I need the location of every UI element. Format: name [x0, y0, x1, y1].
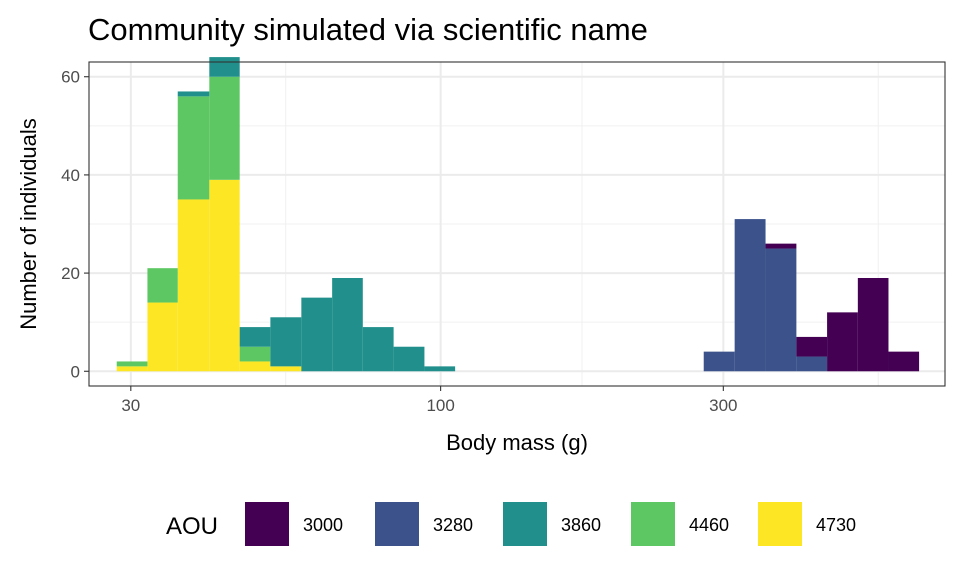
bar-aou-3860 [209, 57, 240, 77]
bar-aou-4460 [209, 76, 240, 180]
bar-aou-4730 [116, 366, 148, 372]
bar-aou-4730 [209, 179, 240, 372]
bar-aou-4460 [239, 346, 271, 362]
bar-aou-3860 [270, 317, 302, 367]
bar-aou-4460 [177, 96, 210, 200]
bar-aou-4730 [239, 361, 271, 372]
bar-aou-3280 [703, 351, 735, 372]
bar-aou-3860 [239, 327, 271, 347]
bar-aou-3860 [424, 366, 456, 372]
bar-aou-3860 [362, 327, 394, 372]
plot-border [88, 61, 946, 387]
legend-label: 4460 [689, 515, 729, 535]
y-tick-label: 60 [61, 68, 80, 87]
legend-label: 3000 [303, 515, 343, 535]
x-axis-title: Body mass (g) [446, 430, 588, 455]
bar-aou-3860 [301, 297, 333, 372]
y-tick-label: 20 [61, 264, 80, 283]
bar-aou-3280 [796, 356, 828, 372]
legend-key-3000 [245, 502, 289, 546]
x-tick-label: 30 [121, 396, 140, 415]
legend-label: 3280 [433, 515, 473, 535]
legend-label: 4730 [816, 515, 856, 535]
legend-title: AOU [166, 513, 218, 540]
legend-key-4460 [631, 502, 675, 546]
bar-aou-3000 [765, 243, 797, 249]
legend-label: 3860 [561, 515, 601, 535]
bar-aou-4730 [270, 366, 302, 372]
bar-aou-3860 [177, 91, 210, 97]
y-ticks: 0 20 40 60 [61, 68, 89, 381]
legend-key-3280 [375, 502, 419, 546]
bar-aou-3860 [393, 346, 425, 372]
y-tick-label: 0 [71, 362, 80, 381]
bar-aou-3000 [888, 351, 920, 372]
bar-aou-4730 [177, 199, 210, 372]
bar-aou-4730 [147, 302, 178, 372]
legend-key-3860 [503, 502, 547, 546]
bar-aou-3280 [734, 219, 766, 372]
bar-aou-3000 [827, 312, 858, 372]
x-ticks: 30 100 300 [121, 386, 738, 415]
bar-aou-3000 [796, 336, 828, 357]
bar-aou-3860 [332, 278, 363, 372]
chart-title: Community simulated via scientific name [88, 12, 648, 47]
legend-key-4730 [758, 502, 802, 546]
x-tick-label: 100 [426, 396, 454, 415]
y-tick-label: 40 [61, 166, 80, 185]
bar-aou-3280 [765, 248, 797, 372]
y-axis-title: Number of individuals [16, 118, 41, 330]
legend: AOU 3000 3280 3860 4460 4730 [166, 502, 856, 546]
x-tick-label: 300 [709, 396, 737, 415]
bar-aou-4460 [116, 361, 148, 367]
bar-aou-4460 [147, 268, 178, 303]
bar-aou-3000 [857, 278, 889, 372]
